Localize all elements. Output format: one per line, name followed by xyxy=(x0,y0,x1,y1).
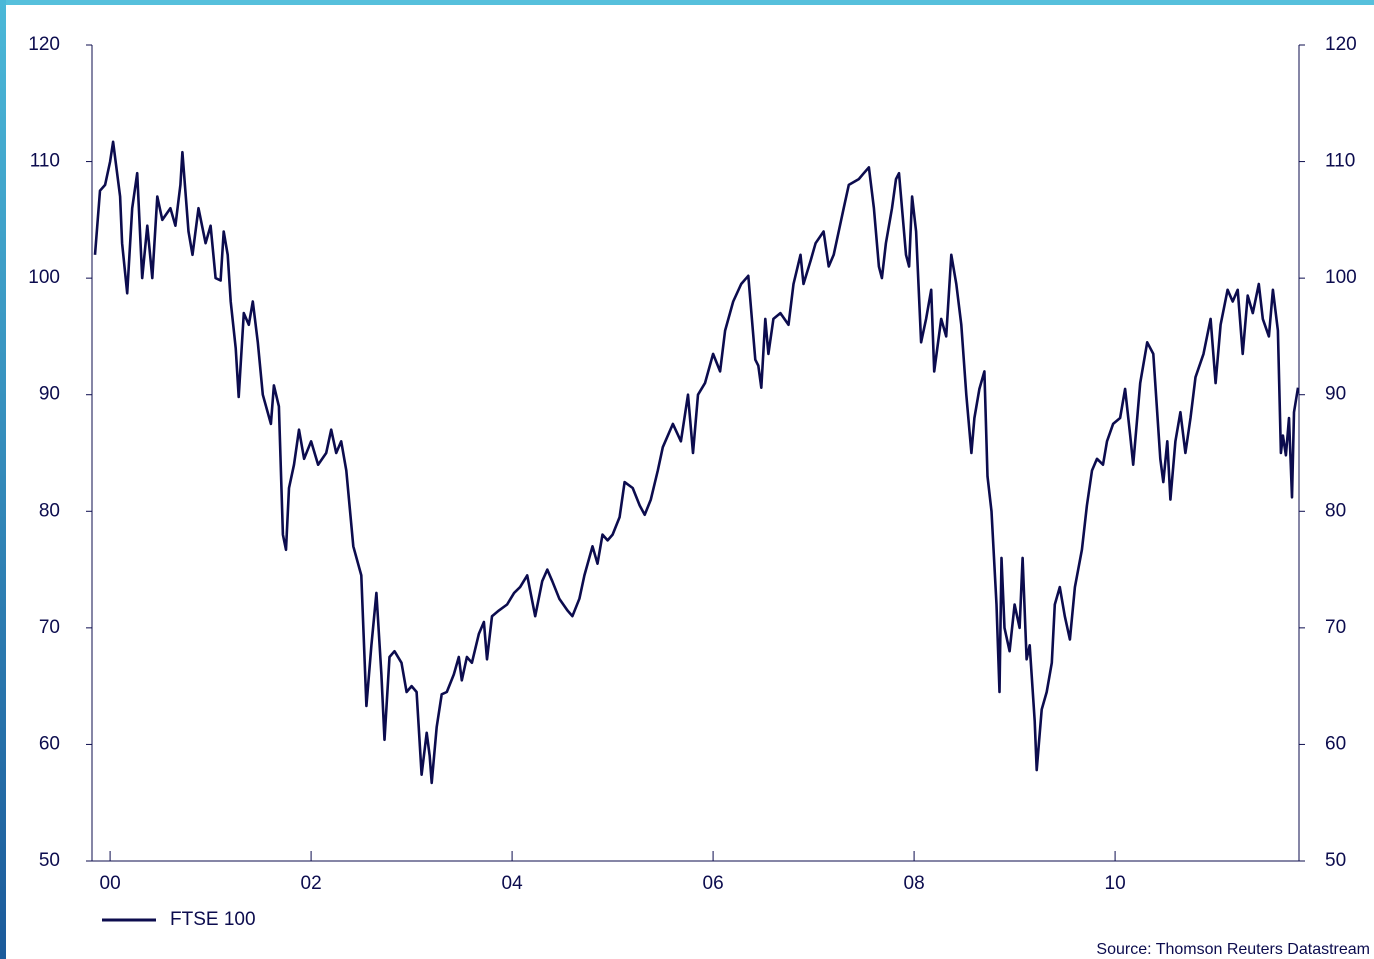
y2-tick-label: 100 xyxy=(1325,267,1357,288)
y-tick-label: 70 xyxy=(39,617,60,638)
y2-tick-label: 90 xyxy=(1325,384,1346,405)
x-tick-label: 10 xyxy=(1105,873,1126,894)
y-tick-label: 110 xyxy=(30,151,60,172)
y-tick-label: 100 xyxy=(28,267,60,288)
y2-tick-label: 80 xyxy=(1325,500,1346,521)
y-tick-label: 90 xyxy=(39,384,60,405)
x-tick-label: 00 xyxy=(100,873,121,894)
x-tick-label: 08 xyxy=(904,873,925,894)
x-tick-label: 04 xyxy=(502,873,524,894)
series-line xyxy=(93,140,1300,785)
y-tick-label: 120 xyxy=(28,34,60,55)
legend-label: FTSE 100 xyxy=(170,909,256,930)
x-tick-label: 02 xyxy=(301,873,322,894)
y2-tick-label: 60 xyxy=(1325,733,1346,754)
y-tick-label: 50 xyxy=(39,850,60,871)
source: Source: Thomson Reuters Datastream xyxy=(1096,941,1370,958)
left-band xyxy=(0,0,6,959)
y2-tick-label: 120 xyxy=(1325,34,1357,55)
y2-tick-label: 110 xyxy=(1325,151,1355,172)
y-tick-label: 60 xyxy=(39,733,60,754)
y-tick-label: 80 xyxy=(39,500,60,521)
x-tick-label: 06 xyxy=(703,873,724,894)
y2-tick-label: 50 xyxy=(1325,850,1346,871)
y2-tick-label: 70 xyxy=(1325,617,1346,638)
top-band xyxy=(0,0,1374,5)
